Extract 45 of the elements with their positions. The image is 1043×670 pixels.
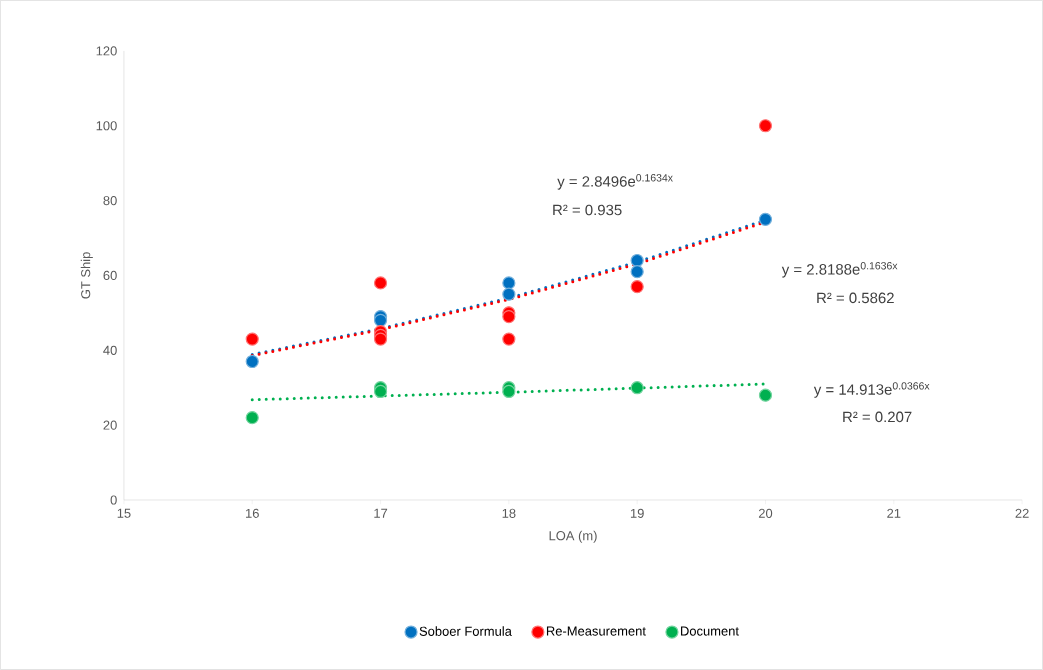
point	[373, 276, 388, 290]
x-tick-label: 21	[887, 508, 901, 518]
y-axis-title: GT Ship	[80, 252, 93, 299]
point	[373, 384, 388, 399]
x-tick-label: 18	[502, 508, 516, 518]
point	[502, 310, 516, 324]
point	[630, 265, 644, 279]
legend-label: Soboer Formula	[419, 626, 512, 636]
x-axis-title: LOA (m)	[549, 530, 597, 543]
point	[630, 253, 644, 268]
annotation: y = 2.8496e$^{0.1634x}$	[557, 174, 673, 190]
point	[758, 119, 773, 133]
point	[245, 411, 259, 425]
point	[373, 332, 388, 346]
point	[630, 381, 644, 395]
point	[502, 287, 516, 301]
line-series	[250, 381, 767, 402]
legend-label: Re-Measurement	[546, 626, 646, 636]
x-tick-label: 22	[1015, 508, 1029, 518]
annotation: y = 14.913e$^{0.0366x}$	[813, 382, 930, 398]
point	[245, 354, 259, 369]
annotation: R² = 0.207	[843, 411, 912, 423]
point	[758, 212, 773, 226]
annotation: R² = 0.935	[553, 204, 622, 216]
x-tick-label: 19	[630, 508, 644, 518]
y-tick-label: 0	[110, 495, 117, 505]
point	[630, 280, 644, 294]
legend-label: Document	[681, 626, 739, 636]
point	[502, 332, 516, 346]
annotation: R² = 0.5862	[817, 292, 894, 304]
y-tick-label: 100	[96, 121, 117, 131]
annotation: y = 2.8188e$^{0.1636x}$	[781, 262, 898, 278]
y-tick-label: 60	[103, 270, 117, 281]
point	[245, 332, 259, 346]
point	[502, 384, 516, 399]
y-tick-label: 80	[103, 196, 117, 206]
x-tick-label: 20	[758, 508, 773, 518]
point	[758, 388, 773, 402]
y-tick-label: 120	[96, 46, 117, 56]
x-tick-label: 16	[246, 508, 259, 518]
y-tick-label: 20	[103, 420, 117, 430]
point	[502, 276, 516, 290]
y-tick-label: 40	[103, 345, 117, 355]
x-tick-label: 17	[374, 508, 388, 518]
x-tick-label: 15	[117, 508, 131, 518]
